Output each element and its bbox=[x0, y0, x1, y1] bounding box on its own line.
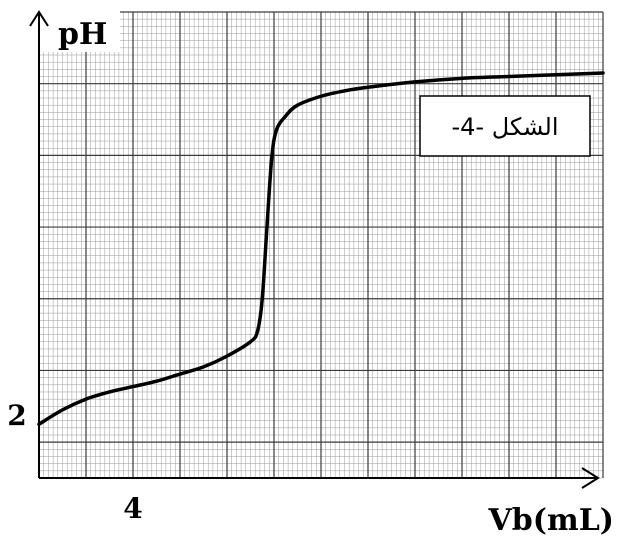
annotation-frame bbox=[419, 95, 591, 157]
y-axis-label: pH bbox=[58, 17, 107, 52]
series-line bbox=[37, 71, 605, 426]
x-axis-arrow bbox=[581, 467, 600, 489]
x-tick-label: 4 bbox=[123, 492, 142, 525]
ylabel-bg bbox=[38, 0, 120, 52]
grid-major bbox=[38, 11, 604, 478]
y-axis-arrow bbox=[29, 10, 49, 27]
y-tick-label: 2 bbox=[7, 399, 26, 432]
x-axis-label: Vb(mL) bbox=[488, 503, 614, 538]
annotation-box: الشكل -4- bbox=[419, 95, 591, 157]
annotation-label: الشكل -4- bbox=[451, 113, 558, 141]
axes bbox=[29, 10, 600, 489]
